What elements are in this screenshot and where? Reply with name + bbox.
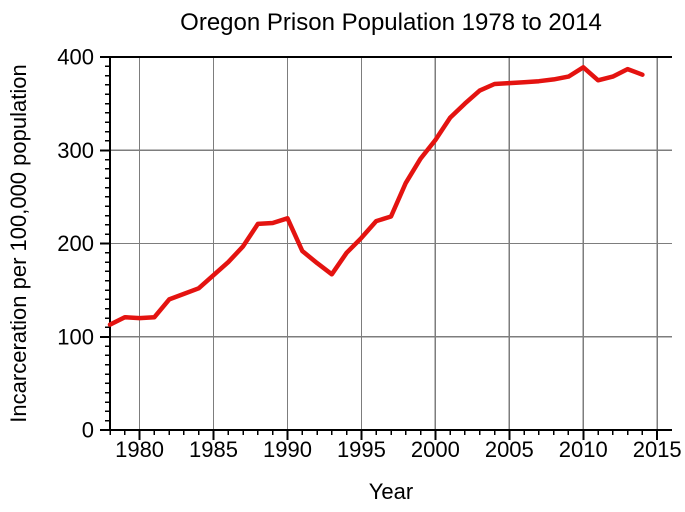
x-tick-label: 2000 bbox=[411, 437, 460, 462]
axis-spines bbox=[109, 56, 672, 431]
x-tick-label: 2010 bbox=[559, 437, 608, 462]
x-tick-label: 1980 bbox=[115, 437, 164, 462]
x-tick-label: 1985 bbox=[189, 437, 238, 462]
x-tick-label: 2015 bbox=[633, 437, 682, 462]
y-tick-label: 300 bbox=[57, 138, 94, 163]
x-tick-label: 2005 bbox=[485, 437, 534, 462]
data-series-line bbox=[107, 65, 645, 327]
x-axis-label: Year bbox=[369, 479, 413, 504]
axis-ticks bbox=[100, 56, 659, 440]
y-tick-label: 0 bbox=[82, 418, 94, 443]
tick-labels: 1980 1985 1990 1995 2000 2005 2010 2015 0 100 200 3… bbox=[57, 45, 681, 462]
gridlines bbox=[110, 57, 672, 430]
plot-frame bbox=[109, 56, 672, 431]
chart-title: Oregon Prison Population 1978 to 2014 bbox=[180, 9, 602, 36]
y-tick-label: 200 bbox=[57, 231, 94, 256]
y-axis-label: Incarceration per 100,000 population bbox=[6, 64, 31, 422]
x-tick-label: 1995 bbox=[337, 437, 386, 462]
y-tick-label: 400 bbox=[57, 45, 94, 70]
y-tick-label: 100 bbox=[57, 324, 94, 349]
x-tick-label: 1990 bbox=[263, 437, 312, 462]
